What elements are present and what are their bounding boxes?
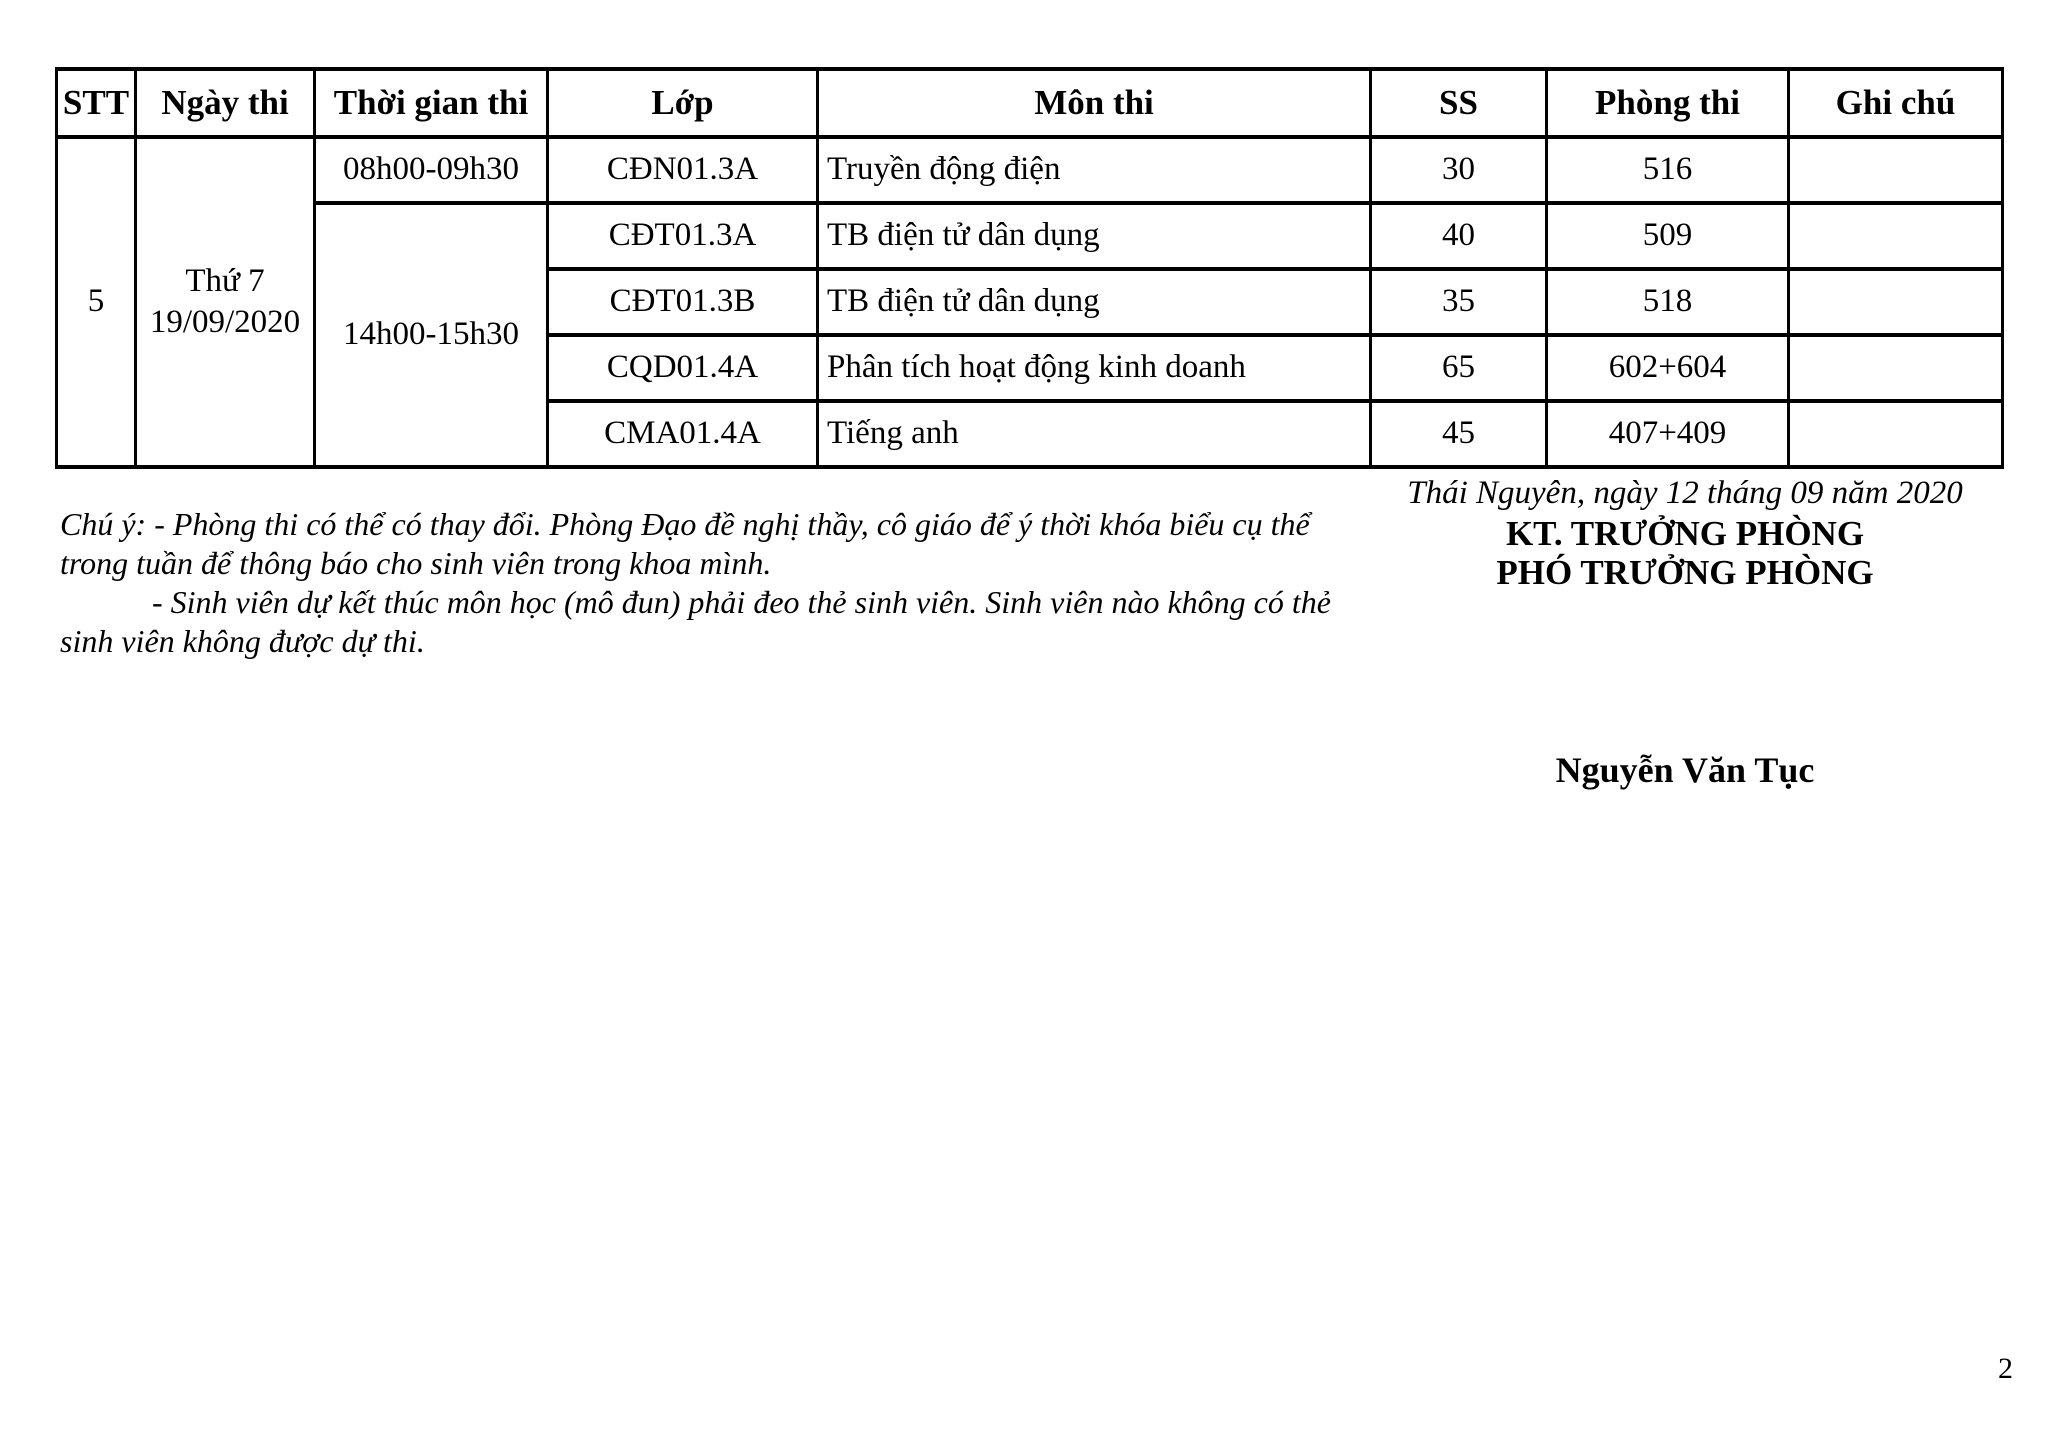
table-row: CMA01.4A Tiếng anh 45 407+409 xyxy=(57,399,2004,469)
cell-class: CĐT01.3B xyxy=(546,267,819,337)
cell-exam-time-afternoon: 14h00-15h30 xyxy=(313,201,549,469)
cell-remarks xyxy=(1787,399,2004,469)
header-row: STT Ngày thi Thời gian thi Lớp Môn thi S… xyxy=(55,67,2004,139)
signature-place-date: Thái Nguyên, ngày 12 tháng 09 năm 2020 xyxy=(1407,475,1963,511)
cell-exam-date: Thứ 7 19/09/2020 xyxy=(134,135,316,469)
cell-ss: 65 xyxy=(1369,333,1548,403)
col-header-subject: Môn thi xyxy=(816,67,1372,139)
table-row: CĐT01.3B TB điện tử dân dụng 35 518 xyxy=(57,267,2004,337)
cell-remarks xyxy=(1787,201,2004,271)
exam-date-weekday: Thứ 7 xyxy=(185,262,265,299)
exam-schedule-table: STT Ngày thi Thời gian thi Lớp Môn thi S… xyxy=(55,67,2004,469)
cell-ss: 40 xyxy=(1369,201,1548,271)
note-paragraph-2: - Sinh viên dự kết thúc môn học (mô đun)… xyxy=(60,584,1331,659)
cell-remarks xyxy=(1787,333,2004,403)
cell-stt: 5 xyxy=(55,135,137,469)
notes-block: Chú ý: - Phòng thi có thể có thay đổi. P… xyxy=(60,505,1380,661)
page-number: 2 xyxy=(1998,1352,2013,1385)
cell-ss: 45 xyxy=(1369,399,1548,469)
cell-remarks xyxy=(1787,135,2004,205)
cell-exam-room: 602+604 xyxy=(1545,333,1790,403)
signature-title-2: PHÓ TRƯỞNG PHÒNG xyxy=(1496,553,1874,592)
cell-class: CQD01.4A xyxy=(546,333,819,403)
cell-ss: 30 xyxy=(1369,135,1548,205)
cell-class: CMA01.4A xyxy=(546,399,819,469)
cell-subject: Tiếng anh xyxy=(816,399,1372,469)
cell-exam-time: 08h00-09h30 xyxy=(313,135,549,205)
table-row: CQD01.4A Phân tích hoạt động kinh doanh … xyxy=(57,333,2004,403)
cell-exam-room: 407+409 xyxy=(1545,399,1790,469)
exam-date-value: 19/09/2020 xyxy=(149,304,301,340)
cell-subject: Phân tích hoạt động kinh doanh xyxy=(816,333,1372,403)
cell-exam-room: 509 xyxy=(1545,201,1790,271)
col-header-stt: STT xyxy=(55,67,137,139)
cell-class: CĐT01.3A xyxy=(546,201,819,271)
col-header-ss: SS xyxy=(1369,67,1548,139)
note-paragraph-1: Chú ý: - Phòng thi có thể có thay đổi. P… xyxy=(60,506,1310,581)
table-row: 14h00-15h30 CĐT01.3A TB điện tử dân dụng… xyxy=(57,201,2004,469)
table-row: 5 Thứ 7 19/09/2020 08h00-09h30 CĐN01.3A … xyxy=(55,135,2004,469)
col-header-remarks: Ghi chú xyxy=(1787,67,2004,139)
signature-title-1: KT. TRƯỞNG PHÒNG xyxy=(1505,514,1865,553)
cell-remarks xyxy=(1787,267,2004,337)
cell-exam-room: 518 xyxy=(1545,267,1790,337)
col-header-exam-time: Thời gian thi xyxy=(313,67,549,139)
cell-ss: 35 xyxy=(1369,267,1548,337)
cell-subject: Truyền động điện xyxy=(816,135,1372,205)
col-header-class: Lớp xyxy=(546,67,819,139)
signature-name: Nguyễn Văn Tục xyxy=(1555,750,1815,790)
cell-subject: TB điện tử dân dụng xyxy=(816,201,1372,271)
cell-class: CĐN01.3A xyxy=(546,135,819,205)
col-header-exam-room: Phòng thi xyxy=(1545,67,1790,139)
col-header-exam-date: Ngày thi xyxy=(134,67,316,139)
signature-block: Thái Nguyên, ngày 12 tháng 09 năm 2020 K… xyxy=(1360,472,2010,790)
cell-subject: TB điện tử dân dụng xyxy=(816,267,1372,337)
cell-exam-room: 516 xyxy=(1545,135,1790,205)
